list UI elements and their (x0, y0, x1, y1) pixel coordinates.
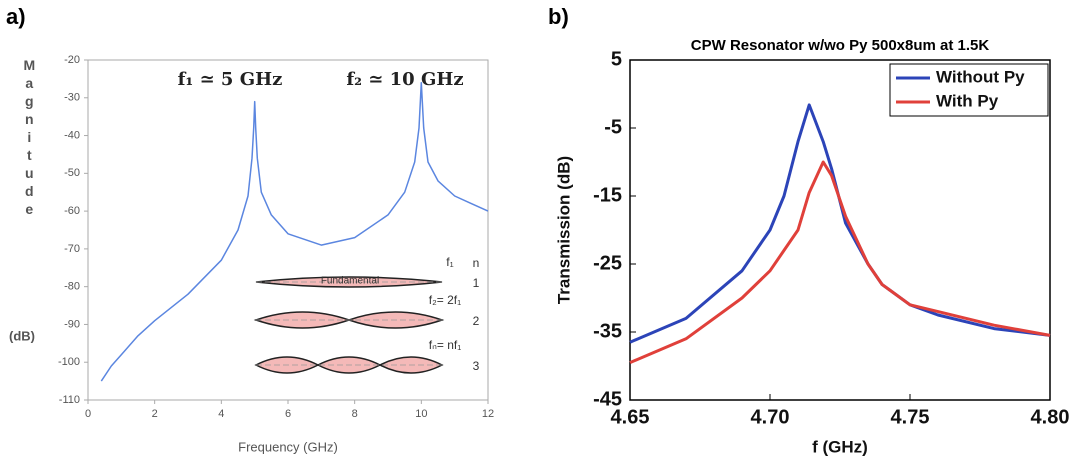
y-tick-label: -60 (64, 205, 80, 217)
annotation: f₁ ≃ 5 GHz (178, 69, 283, 90)
x-tick-label: 0 (85, 408, 91, 420)
y-tick-label: -90 (64, 318, 80, 330)
y-tick-label: -45 (593, 388, 622, 410)
mode-number: 3 (473, 359, 480, 373)
x-axis-label: f (GHz) (812, 437, 868, 456)
x-tick-label: 4.80 (1031, 406, 1070, 428)
x-tick-label: 4.75 (891, 406, 930, 428)
y-tick-label: -100 (58, 356, 80, 368)
mode-frequency: fₙ= nf₁ (429, 338, 462, 352)
series-line (100, 81, 489, 382)
x-tick-label: 8 (352, 408, 358, 420)
annotation: f₂ ≃ 10 GHz (346, 69, 463, 90)
inset-header: n (473, 256, 480, 270)
panel-label: b) (548, 4, 569, 29)
panel-label: a) (6, 4, 26, 29)
mode-frequency: f₂= 2f₁ (429, 293, 461, 307)
y-tick-label: -15 (593, 184, 622, 206)
x-tick-label: 10 (415, 408, 427, 420)
y-tick-label: -110 (59, 394, 80, 406)
y-tick-label: -70 (64, 243, 80, 255)
y-tick-label: -20 (64, 54, 80, 66)
legend: Without Py With Py (889, 63, 1049, 117)
legend-label: Without Py (936, 67, 1025, 86)
y-tick-label: -40 (64, 129, 80, 141)
y-tick-label: -30 (64, 92, 80, 104)
y-tick-label: -50 (64, 167, 80, 179)
plot-frame (629, 59, 1051, 401)
y-axis-label: Magnitude (21, 57, 37, 219)
chart-title: CPW Resonator w/wo Py 500x8um at 1.5K (691, 37, 990, 54)
x-tick-label: 6 (285, 408, 291, 420)
x-tick-label: 4 (218, 408, 224, 420)
mode-number: 2 (473, 314, 480, 328)
x-axis-label: Frequency (GHz) (238, 439, 338, 454)
y-tick-label: -5 (604, 116, 622, 138)
legend-label: With Py (936, 91, 999, 110)
legend-box (889, 63, 1049, 117)
y-tick-label: -80 (64, 281, 80, 293)
y-axis-label: Transmission (dB) (554, 156, 573, 304)
x-tick-label: 4.65 (611, 406, 650, 428)
mode-frequency: f₁ (446, 255, 453, 269)
series-line (629, 160, 1051, 364)
y-tick-label: 5 (611, 48, 622, 70)
x-tick-label: 12 (482, 408, 494, 420)
mode-number: 1 (473, 276, 480, 290)
y-tick-label: -25 (593, 252, 622, 274)
y-axis-unit: (dB) (9, 328, 35, 343)
series-line (629, 103, 1051, 344)
y-tick-label: -35 (593, 320, 622, 342)
x-tick-label: 4.70 (751, 406, 790, 428)
x-tick-label: 2 (152, 408, 158, 420)
mode-label: Fundamental (321, 276, 379, 287)
